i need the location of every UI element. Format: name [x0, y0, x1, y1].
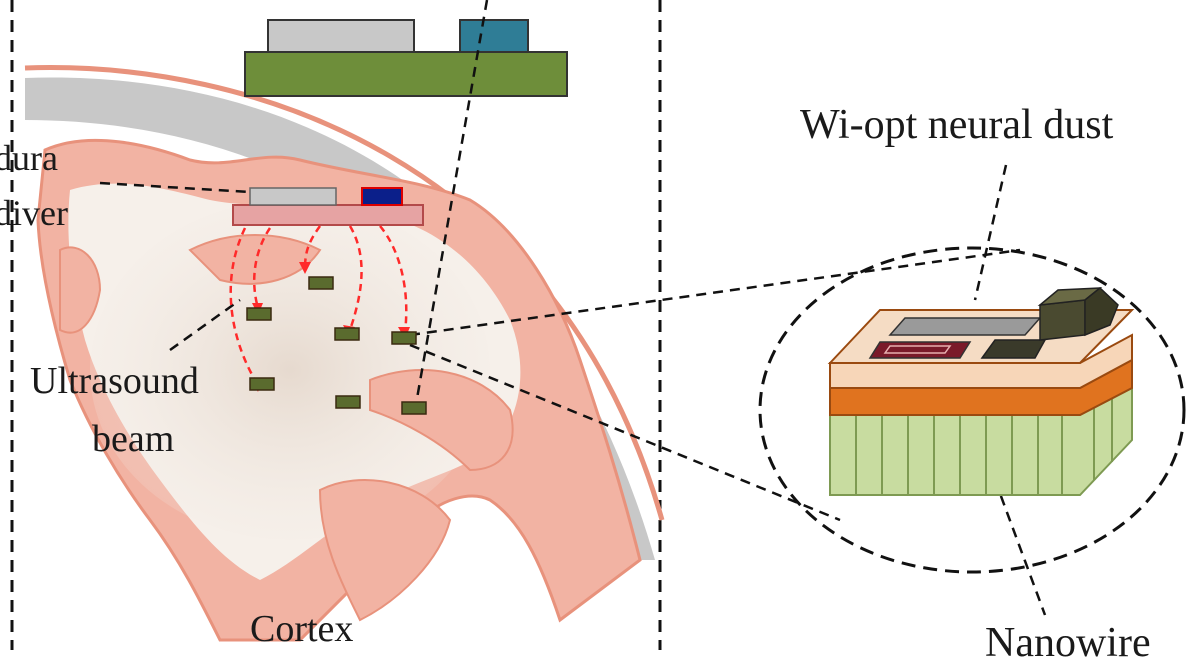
- cortex-label: Cortex: [250, 608, 354, 650]
- diver-label: diver: [0, 193, 68, 233]
- neural-dust-device: [827, 287, 1135, 496]
- subdural-transceiver-module: [361, 187, 403, 206]
- leader-lines: [99, 0, 1047, 616]
- gyrus-fold-3: [318, 479, 452, 622]
- gyrus-fold-4: [59, 246, 102, 334]
- subdural-transceiver-board: [232, 204, 424, 226]
- neural-dust-motes: [246, 276, 427, 415]
- gyrus-fold-2: [369, 369, 514, 472]
- panel-border-left: [10, 0, 662, 650]
- gyrus-fold-1: [188, 234, 322, 285]
- external-transceiver-board: [244, 51, 568, 97]
- ultrasound-label: Ultrasound: [30, 360, 199, 402]
- diagram-canvas: [10, 0, 1186, 650]
- nanowire-label: Nanowire: [985, 620, 1151, 666]
- subdural-transceiver-chip: [249, 187, 337, 206]
- external-transceiver-chip: [267, 19, 415, 53]
- zoom-ellipse: [758, 246, 1186, 574]
- tissue-shading: [90, 200, 490, 540]
- dura-label: dura: [0, 138, 58, 178]
- external-transceiver-module: [459, 19, 529, 53]
- neural-dust-label: Wi-opt neural dust: [800, 102, 1114, 148]
- beam-label: beam: [92, 418, 175, 460]
- dura-edge: [24, 65, 665, 521]
